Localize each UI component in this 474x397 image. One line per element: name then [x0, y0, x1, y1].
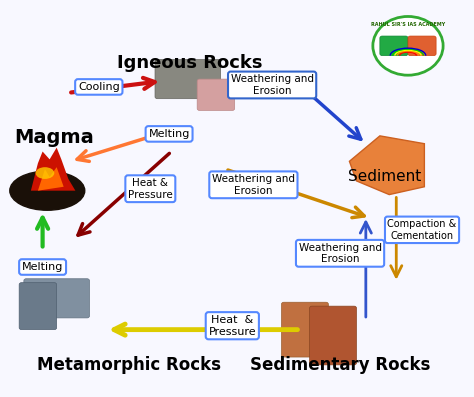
Text: Magma: Magma [15, 128, 94, 147]
Text: Weathering and
Erosion: Weathering and Erosion [231, 74, 314, 96]
FancyBboxPatch shape [155, 60, 220, 99]
FancyBboxPatch shape [24, 279, 90, 318]
Text: Melting: Melting [22, 262, 64, 272]
Text: Heat &
Pressure: Heat & Pressure [128, 178, 173, 200]
Text: Sediment: Sediment [348, 170, 421, 185]
Text: Weathering and
Erosion: Weathering and Erosion [299, 243, 382, 264]
FancyBboxPatch shape [19, 283, 57, 330]
Text: RAHUL SIR'S IAS ACADEMY: RAHUL SIR'S IAS ACADEMY [371, 22, 445, 27]
Polygon shape [31, 148, 75, 191]
Text: Igneous Rocks: Igneous Rocks [118, 54, 263, 72]
Polygon shape [349, 136, 424, 195]
Text: Cooling: Cooling [78, 82, 119, 92]
FancyBboxPatch shape [408, 36, 436, 56]
Text: Melting: Melting [148, 129, 190, 139]
Text: Compaction &
Cementation: Compaction & Cementation [387, 219, 456, 241]
FancyBboxPatch shape [197, 79, 235, 110]
Polygon shape [38, 167, 64, 191]
FancyBboxPatch shape [380, 36, 408, 56]
Text: Heat  &
Pressure: Heat & Pressure [209, 315, 256, 337]
Text: Weathering and
Erosion: Weathering and Erosion [212, 174, 295, 196]
FancyBboxPatch shape [310, 306, 356, 365]
Ellipse shape [10, 171, 85, 210]
Ellipse shape [36, 167, 55, 179]
Circle shape [373, 17, 443, 75]
Text: Sedimentary Rocks: Sedimentary Rocks [250, 356, 430, 374]
Text: Metamorphic Rocks: Metamorphic Rocks [37, 356, 221, 374]
FancyBboxPatch shape [282, 302, 328, 357]
